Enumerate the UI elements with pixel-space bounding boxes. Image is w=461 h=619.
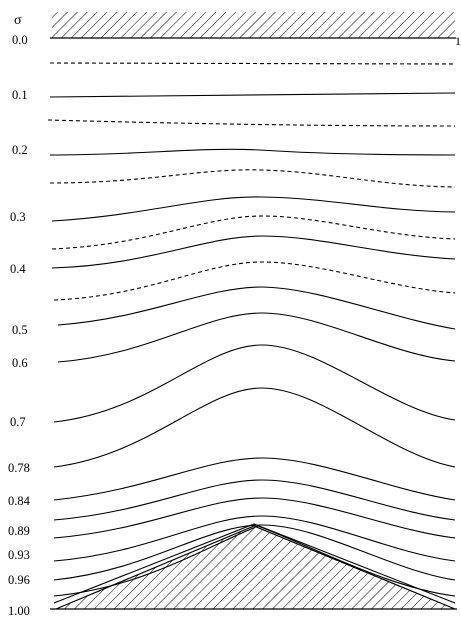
tick-label-2: 0.2 bbox=[12, 143, 28, 157]
sigma-line bbox=[57, 286, 456, 330]
tick-label-11: 0.93 bbox=[8, 548, 30, 562]
tick-label-6: 0.6 bbox=[12, 356, 28, 370]
tick-label-9: 0.84 bbox=[8, 494, 31, 508]
sigma-line bbox=[49, 92, 456, 98]
sigma-line bbox=[53, 261, 456, 301]
tick-label-10: 0.89 bbox=[8, 524, 30, 538]
tick-label-8: 0.78 bbox=[8, 461, 30, 475]
sigma-line bbox=[53, 497, 456, 539]
sigma-line bbox=[53, 523, 456, 604]
sigma-line bbox=[53, 524, 456, 581]
sigma-line bbox=[49, 169, 456, 188]
sigma-line bbox=[47, 119, 456, 127]
tick-label-0: 0.0 bbox=[12, 33, 28, 47]
terrain-outline bbox=[55, 525, 456, 610]
tick-label-3: 0.3 bbox=[10, 210, 26, 224]
sigma-line bbox=[53, 344, 456, 423]
sigma-line bbox=[49, 148, 456, 156]
sigma-line bbox=[57, 312, 456, 363]
sigma-line bbox=[53, 479, 456, 521]
tick-label-4: 0.4 bbox=[10, 262, 26, 276]
sigma-line bbox=[53, 387, 456, 468]
sigma-axis-symbol: σ bbox=[14, 13, 22, 28]
right-edge-label: 1 bbox=[455, 34, 461, 48]
sigma-line bbox=[51, 196, 456, 222]
terrain-hatch bbox=[56, 526, 455, 609]
tick-label-7: 0.7 bbox=[10, 415, 26, 429]
tick-label-12: 0.96 bbox=[8, 573, 30, 587]
top-boundary-hatch bbox=[52, 12, 455, 38]
sigma-line bbox=[51, 235, 456, 269]
tick-label-13: 1.00 bbox=[8, 604, 30, 618]
sigma-line bbox=[53, 457, 456, 501]
sigma-line bbox=[49, 62, 456, 65]
tick-label-1: 0.1 bbox=[12, 88, 28, 102]
sigma-line bbox=[51, 215, 456, 250]
sigma-line bbox=[53, 515, 456, 562]
tick-label-5: 0.5 bbox=[12, 323, 28, 337]
